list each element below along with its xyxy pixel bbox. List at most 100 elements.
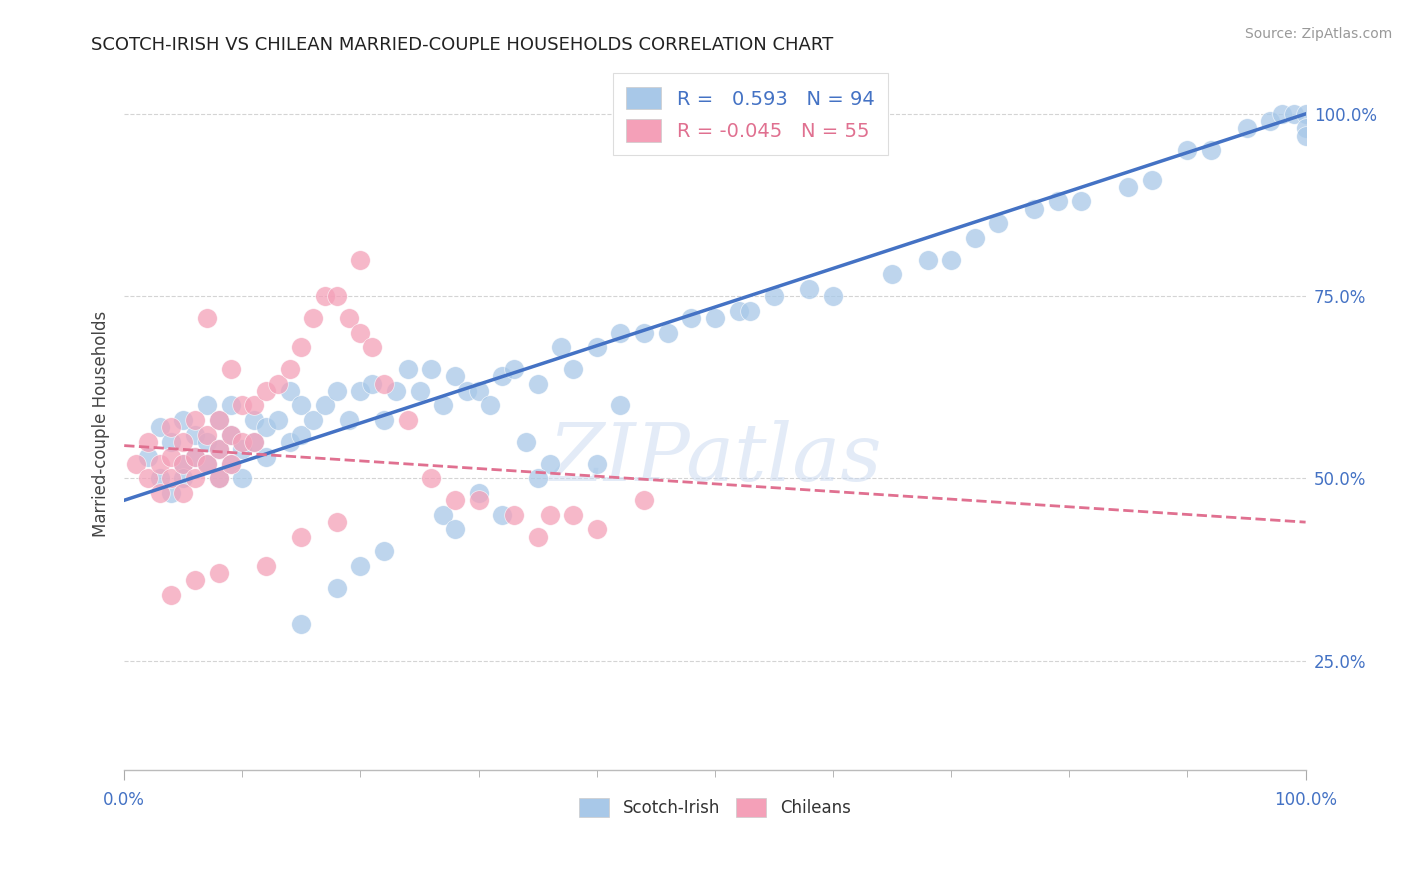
Point (326, 384, 349, 398)
Point (267, 413, 290, 427)
Point (585, 340, 607, 354)
Point (254, 558, 277, 573)
Point (444, 493, 467, 508)
Point (762, 289, 785, 303)
Point (208, 471, 231, 485)
Point (941, 252, 963, 267)
Point (184, 413, 207, 427)
Point (326, 289, 349, 303)
Point (208, 442, 231, 457)
Point (1295, 128, 1317, 143)
Point (1258, 114, 1281, 128)
Point (1046, 194, 1069, 209)
Point (1022, 202, 1045, 216)
Point (290, 427, 312, 442)
Point (172, 457, 194, 471)
Point (195, 457, 218, 471)
Text: ZIPatlas: ZIPatlas (548, 419, 882, 497)
Point (633, 326, 655, 340)
Point (349, 384, 371, 398)
Point (184, 471, 207, 485)
Point (278, 384, 301, 398)
Point (149, 471, 172, 485)
Point (408, 384, 430, 398)
Point (208, 413, 231, 427)
Point (219, 457, 242, 471)
Point (195, 311, 218, 326)
Point (609, 326, 631, 340)
Point (373, 544, 395, 558)
Point (290, 617, 312, 632)
Point (467, 493, 489, 508)
Point (160, 588, 183, 602)
Point (172, 434, 194, 449)
Point (361, 376, 384, 391)
Point (219, 457, 242, 471)
Point (349, 558, 371, 573)
Point (432, 399, 454, 413)
Point (681, 311, 703, 326)
Point (562, 508, 585, 522)
Point (208, 566, 231, 581)
Point (326, 581, 349, 595)
Point (349, 326, 371, 340)
Point (444, 369, 467, 384)
Point (219, 362, 242, 376)
Point (515, 434, 537, 449)
Point (987, 216, 1010, 230)
Point (195, 457, 218, 471)
Point (444, 523, 467, 537)
Point (278, 362, 301, 376)
Point (290, 399, 312, 413)
Point (254, 420, 277, 434)
Point (396, 413, 419, 427)
Point (337, 311, 360, 326)
Point (882, 267, 904, 281)
Point (396, 362, 419, 376)
Point (1070, 194, 1092, 209)
Point (136, 471, 159, 485)
Point (456, 384, 478, 398)
Point (1282, 107, 1305, 121)
Point (172, 413, 194, 427)
Point (136, 450, 159, 464)
Point (585, 523, 607, 537)
Point (609, 399, 631, 413)
Point (633, 493, 655, 508)
Point (1271, 107, 1294, 121)
Point (1140, 172, 1163, 186)
Point (479, 399, 502, 413)
Point (243, 413, 266, 427)
Point (491, 369, 513, 384)
Point (172, 486, 194, 500)
Point (657, 326, 679, 340)
Point (231, 399, 253, 413)
Point (1295, 107, 1317, 121)
Point (172, 471, 194, 485)
Point (467, 384, 489, 398)
Point (254, 384, 277, 398)
Point (538, 508, 561, 522)
Point (432, 508, 454, 522)
Point (326, 515, 349, 529)
Point (467, 486, 489, 500)
Point (243, 434, 266, 449)
Point (491, 508, 513, 522)
Legend: Scotch-Irish, Chileans: Scotch-Irish, Chileans (572, 791, 858, 824)
Point (290, 340, 312, 354)
Point (184, 450, 207, 464)
Point (562, 362, 585, 376)
Point (538, 457, 561, 471)
Point (503, 508, 526, 522)
Point (208, 442, 231, 457)
Point (149, 457, 172, 471)
Point (254, 450, 277, 464)
Point (267, 376, 290, 391)
Point (184, 574, 207, 588)
Point (231, 471, 253, 485)
Point (917, 252, 939, 267)
Point (160, 471, 183, 485)
Point (149, 420, 172, 434)
Point (160, 434, 183, 449)
Point (420, 362, 443, 376)
